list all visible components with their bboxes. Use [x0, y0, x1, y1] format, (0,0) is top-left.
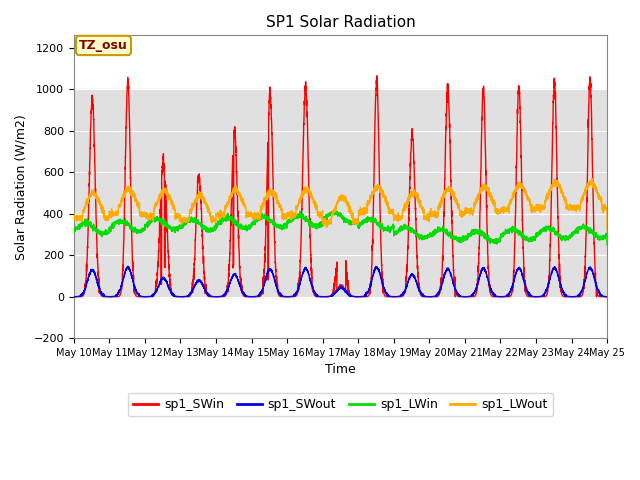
Line: sp1_LWout: sp1_LWout	[74, 179, 607, 230]
sp1_LWout	[321, 220, 328, 226]
sp1_SWin	[321, 294, 328, 300]
sp1_LWout	[490, 204, 498, 209]
sp1_LWin	[460, 236, 468, 241]
sp1_LWin	[490, 239, 498, 244]
sp1_LWout	[166, 194, 173, 200]
sp1_SWout	[70, 294, 77, 300]
sp1_SWout	[604, 294, 611, 300]
Line: sp1_LWin: sp1_LWin	[74, 210, 607, 245]
Line: sp1_SWin: sp1_SWin	[74, 76, 607, 297]
sp1_SWout	[460, 294, 468, 300]
sp1_SWin	[166, 271, 173, 277]
sp1_LWin	[70, 229, 77, 235]
sp1_SWout	[166, 287, 173, 293]
sp1_LWout	[588, 176, 596, 181]
sp1_SWin	[604, 294, 611, 300]
sp1_LWin	[321, 216, 328, 222]
sp1_LWout	[430, 208, 438, 214]
sp1_SWin	[451, 294, 459, 300]
sp1_LWin	[166, 225, 173, 231]
sp1_LWin	[431, 229, 438, 235]
Bar	[74, 89, 607, 297]
sp1_SWout	[136, 294, 143, 300]
sp1_SWin	[603, 294, 611, 300]
sp1_SWin	[373, 73, 381, 79]
sp1_SWout	[490, 293, 498, 299]
sp1_LWout	[604, 228, 611, 233]
sp1_SWin	[490, 294, 498, 300]
sp1_SWin	[460, 294, 468, 300]
Y-axis label: Solar Radiation (W/m2): Solar Radiation (W/m2)	[15, 114, 28, 260]
Line: sp1_SWout: sp1_SWout	[74, 266, 607, 297]
Legend: sp1_SWin, sp1_SWout, sp1_LWin, sp1_LWout: sp1_SWin, sp1_SWout, sp1_LWin, sp1_LWout	[128, 393, 553, 416]
Text: TZ_osu: TZ_osu	[79, 39, 128, 52]
sp1_SWout	[321, 294, 328, 300]
sp1_SWout	[431, 293, 438, 299]
sp1_LWout	[460, 212, 468, 218]
sp1_SWin	[431, 294, 438, 300]
sp1_SWout	[124, 264, 132, 269]
sp1_LWout	[70, 218, 77, 224]
sp1_LWout	[603, 207, 611, 213]
sp1_SWin	[70, 294, 77, 300]
sp1_LWin	[604, 242, 611, 248]
Title: SP1 Solar Radiation: SP1 Solar Radiation	[266, 15, 415, 30]
sp1_LWin	[332, 207, 339, 213]
sp1_SWout	[603, 294, 611, 300]
sp1_LWin	[603, 232, 611, 238]
X-axis label: Time: Time	[325, 363, 356, 376]
